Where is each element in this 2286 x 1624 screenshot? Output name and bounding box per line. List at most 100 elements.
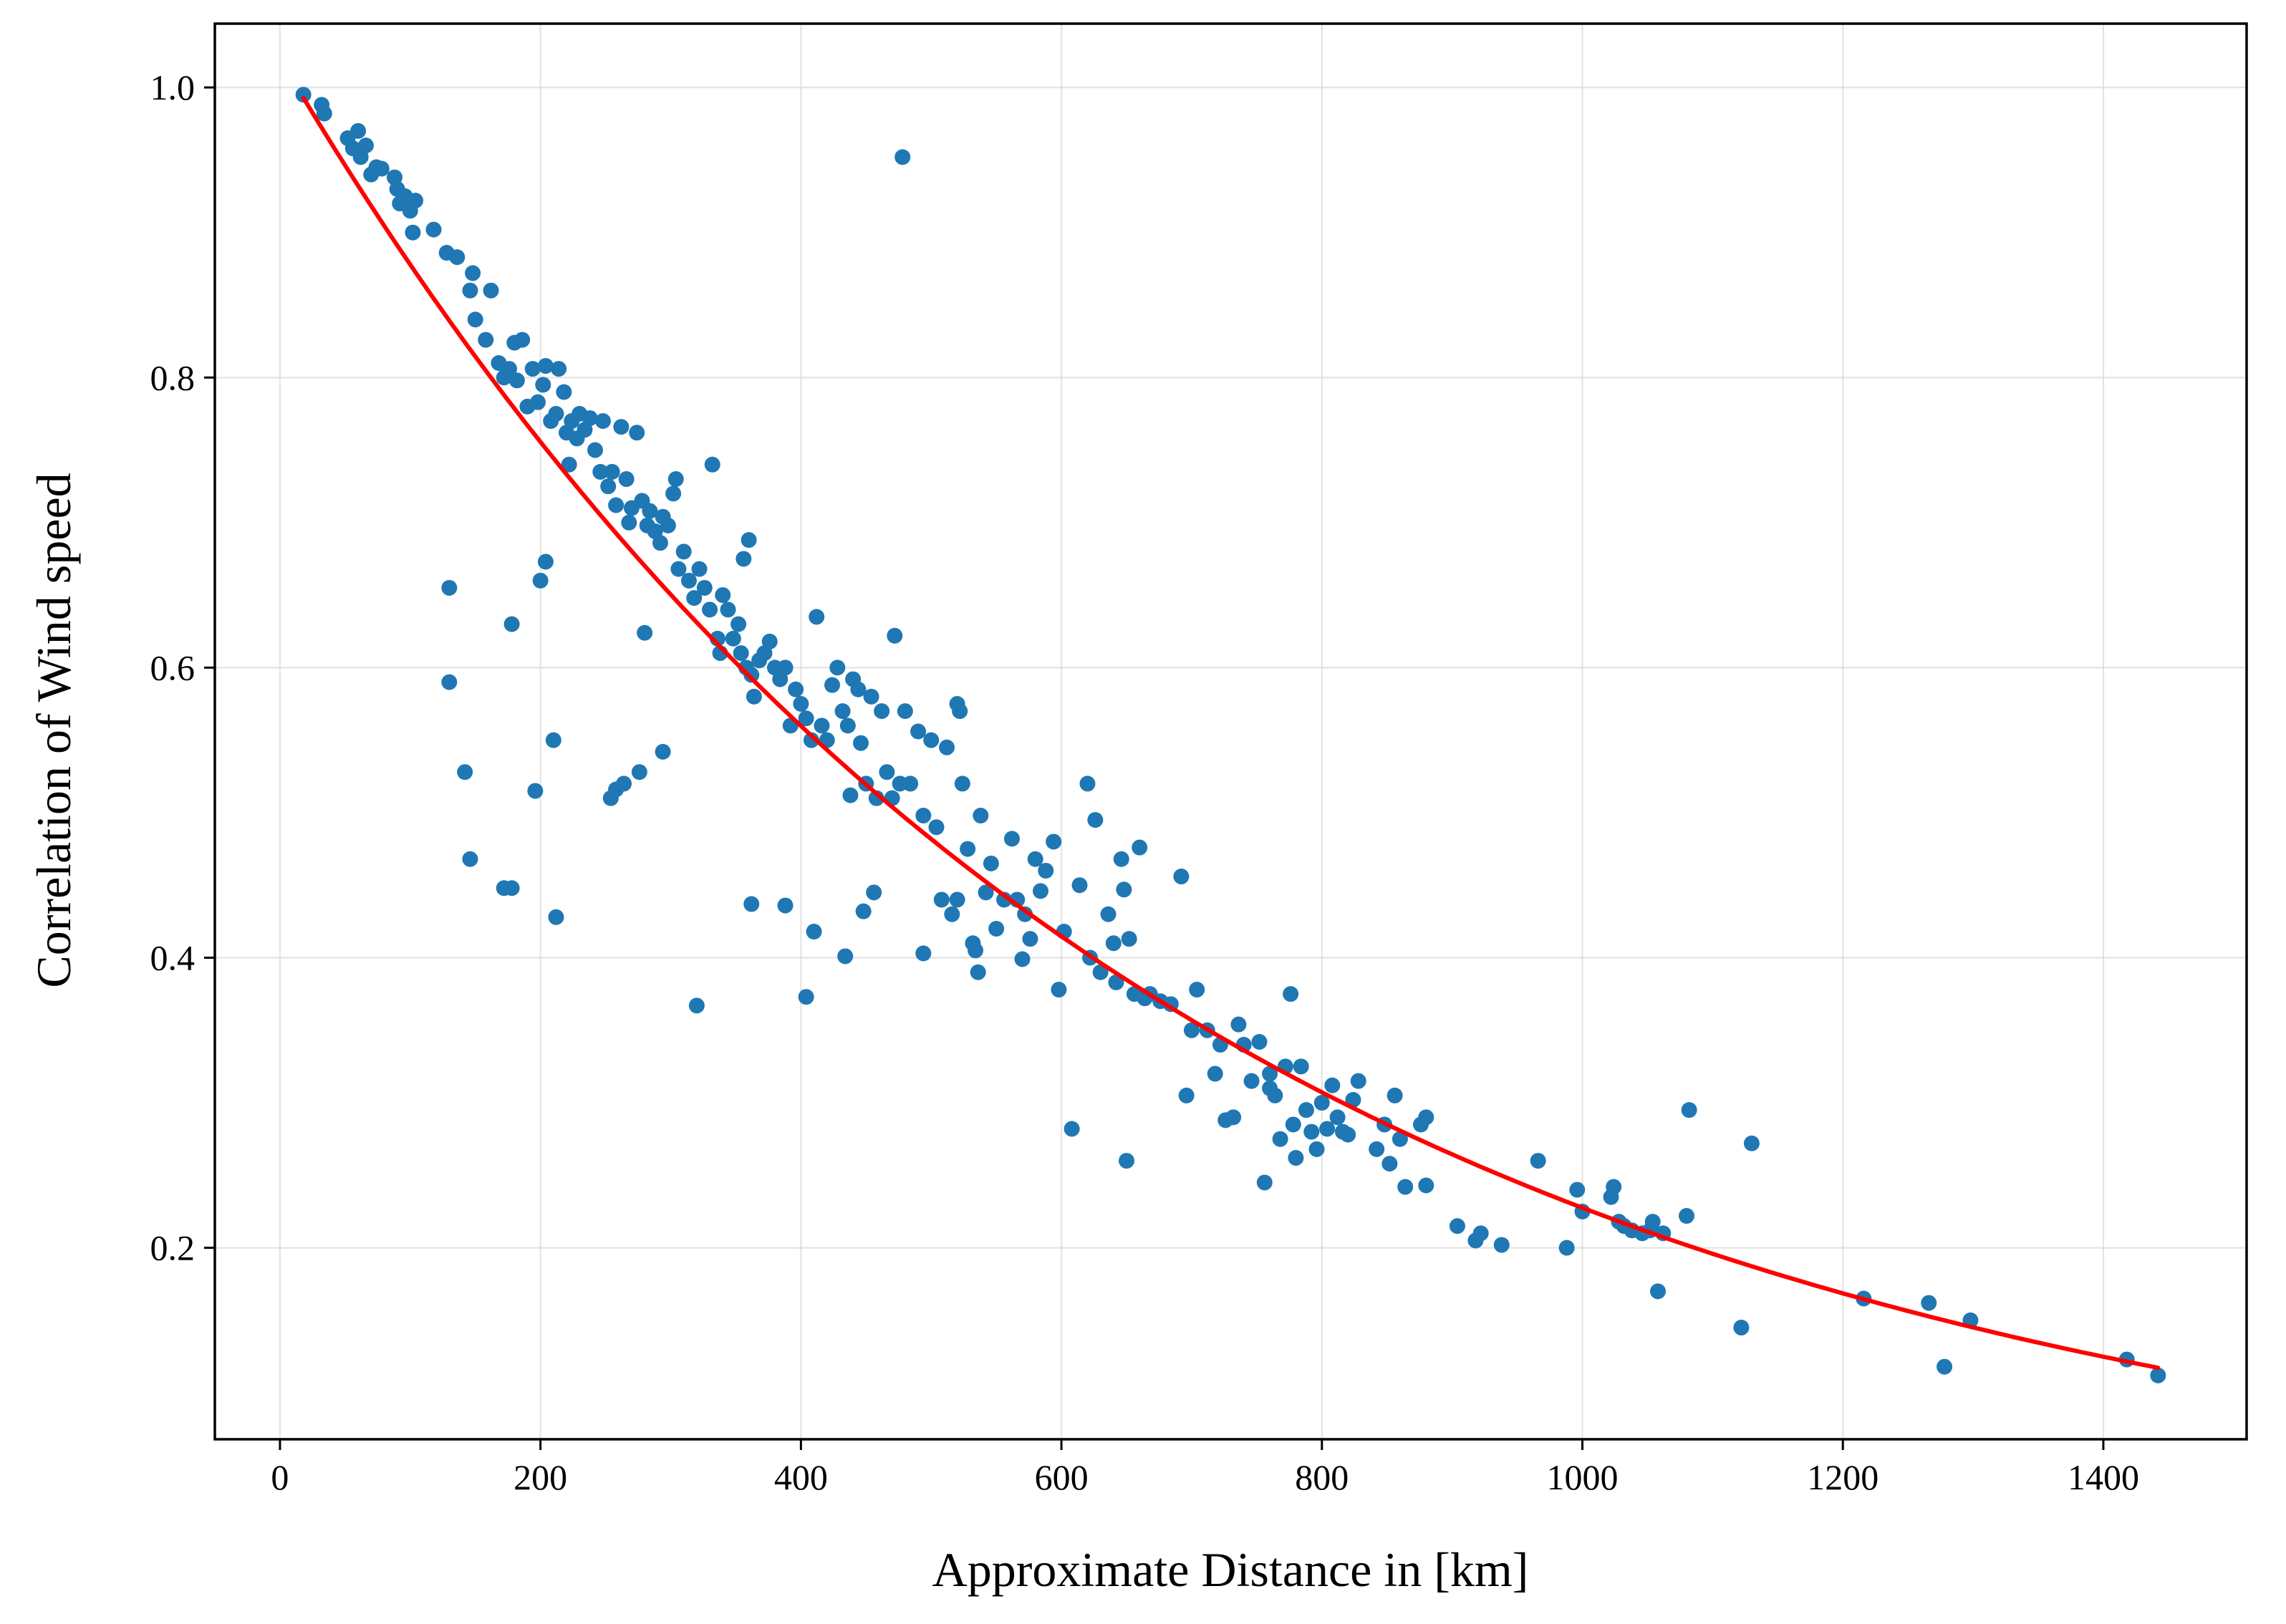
data-point xyxy=(667,471,684,488)
data-point xyxy=(837,948,854,965)
data-point xyxy=(973,807,989,823)
data-point xyxy=(1308,1141,1325,1157)
data-point xyxy=(670,561,687,577)
data-point xyxy=(988,920,1005,937)
data-point xyxy=(350,122,367,139)
data-point xyxy=(524,361,541,377)
data-point xyxy=(1251,1033,1268,1050)
data-point xyxy=(798,710,814,727)
data-point xyxy=(978,884,994,901)
data-point xyxy=(532,572,549,589)
data-point xyxy=(1116,881,1132,898)
data-point xyxy=(1397,1179,1414,1195)
data-point xyxy=(834,703,851,720)
data-point xyxy=(1381,1156,1398,1172)
data-point xyxy=(1173,869,1190,885)
data-point xyxy=(1392,1131,1408,1147)
data-point xyxy=(1649,1283,1666,1300)
data-point xyxy=(746,688,762,705)
data-point xyxy=(983,855,999,871)
data-point xyxy=(642,503,658,519)
data-point xyxy=(910,723,927,740)
data-point xyxy=(535,377,551,393)
x-axis-ticks: 0 200 400 600 800 1000 1200 1400 xyxy=(271,1439,2139,1497)
data-point xyxy=(741,532,757,548)
data-point xyxy=(1262,1065,1278,1082)
x-tick-label: 600 xyxy=(1035,1457,1089,1497)
y-tick-label: 1.0 xyxy=(150,67,196,107)
data-point xyxy=(736,551,752,567)
data-point xyxy=(1121,931,1137,947)
data-point xyxy=(725,630,741,647)
grid-lines xyxy=(215,24,2247,1439)
data-point xyxy=(1022,931,1038,947)
data-point xyxy=(405,224,421,241)
data-point xyxy=(1262,1080,1278,1096)
data-point xyxy=(465,265,481,281)
data-point xyxy=(809,609,825,625)
data-point xyxy=(777,897,794,914)
data-point xyxy=(1493,1237,1510,1253)
data-point xyxy=(527,783,544,799)
data-point xyxy=(1530,1153,1546,1169)
data-point xyxy=(655,743,671,760)
data-point xyxy=(675,543,692,560)
data-point xyxy=(441,674,458,690)
data-point xyxy=(1733,1320,1750,1336)
data-point xyxy=(441,579,458,596)
data-point xyxy=(1119,1153,1135,1169)
data-point xyxy=(923,732,940,748)
data-point xyxy=(503,880,520,896)
data-point xyxy=(357,137,374,154)
data-point xyxy=(514,332,531,348)
data-point xyxy=(1681,1102,1697,1118)
data-point xyxy=(939,739,955,755)
data-point xyxy=(1283,986,1299,1002)
data-point xyxy=(478,332,494,348)
data-point xyxy=(449,249,466,266)
data-point xyxy=(1369,1141,1385,1157)
data-point xyxy=(1071,877,1088,894)
data-point xyxy=(1032,883,1048,899)
data-point xyxy=(777,659,794,676)
data-point xyxy=(720,601,736,618)
data-point xyxy=(618,471,635,488)
data-point xyxy=(949,891,965,908)
data-point xyxy=(537,554,554,570)
data-point xyxy=(1472,1225,1489,1242)
data-point xyxy=(887,627,903,644)
data-point xyxy=(582,410,598,426)
data-point xyxy=(407,193,424,209)
data-point xyxy=(316,105,332,122)
data-point xyxy=(1108,974,1124,990)
x-tick-label: 1200 xyxy=(1807,1457,1879,1497)
data-point xyxy=(879,764,895,780)
data-point xyxy=(1079,775,1096,792)
data-point xyxy=(1418,1177,1434,1194)
data-point xyxy=(1243,1073,1260,1089)
data-point xyxy=(743,896,760,912)
data-point xyxy=(1027,851,1043,867)
data-point xyxy=(954,775,970,792)
data-point xyxy=(1051,982,1067,998)
data-point xyxy=(806,924,822,940)
data-point xyxy=(915,945,932,962)
data-point xyxy=(1743,1135,1760,1151)
data-point xyxy=(691,561,708,577)
data-point xyxy=(508,372,525,389)
data-point xyxy=(788,681,804,697)
data-point xyxy=(970,964,986,980)
data-point xyxy=(928,819,945,836)
data-point xyxy=(600,478,617,495)
data-point xyxy=(608,497,624,513)
data-point xyxy=(863,688,879,705)
data-point xyxy=(594,413,611,430)
data-point xyxy=(665,485,682,502)
data-point xyxy=(1113,851,1129,867)
data-point xyxy=(1038,862,1054,879)
data-point xyxy=(850,681,867,697)
data-point xyxy=(629,425,645,441)
data-point xyxy=(1132,839,1148,856)
data-point xyxy=(556,384,572,400)
data-point xyxy=(1189,982,1205,998)
